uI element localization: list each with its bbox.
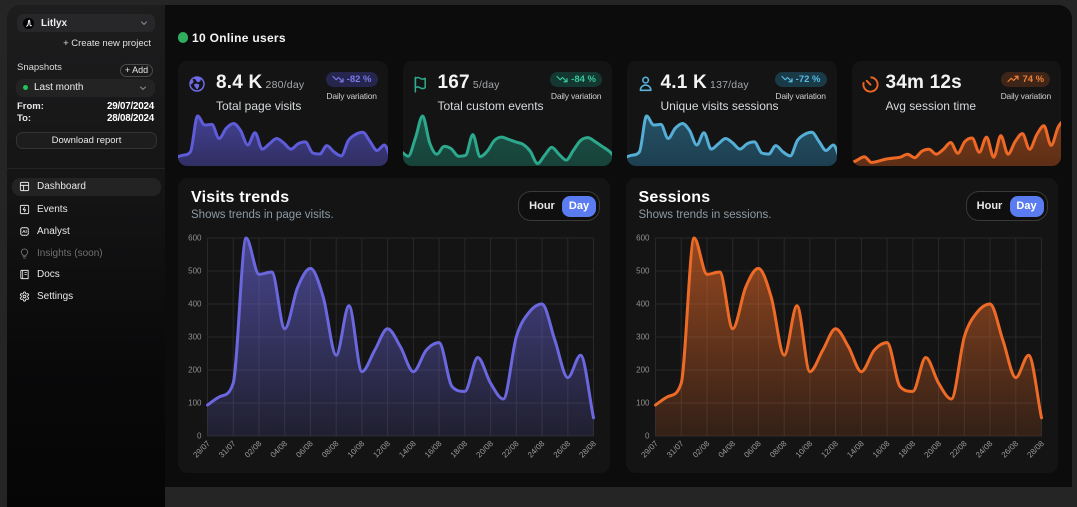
svg-text:100: 100	[188, 399, 202, 408]
svg-text:0: 0	[645, 432, 650, 441]
svg-text:16/08: 16/08	[423, 439, 444, 460]
svg-text:20/08: 20/08	[922, 439, 943, 460]
svg-text:300: 300	[188, 333, 202, 342]
svg-text:14/08: 14/08	[845, 439, 866, 460]
svg-text:06/08: 06/08	[294, 439, 315, 460]
svg-text:22/08: 22/08	[948, 439, 969, 460]
svg-text:100: 100	[636, 399, 650, 408]
svg-text:0: 0	[197, 432, 202, 441]
svg-text:04/08: 04/08	[716, 439, 737, 460]
svg-text:500: 500	[636, 267, 650, 276]
svg-text:24/08: 24/08	[526, 439, 547, 460]
svg-text:10/08: 10/08	[793, 439, 814, 460]
svg-text:600: 600	[636, 234, 650, 243]
svg-text:02/08: 02/08	[243, 439, 264, 460]
svg-text:26/08: 26/08	[999, 439, 1020, 460]
svg-text:200: 200	[188, 366, 202, 375]
svg-text:200: 200	[636, 366, 650, 375]
svg-text:300: 300	[636, 333, 650, 342]
svg-text:12/08: 12/08	[371, 439, 392, 460]
svg-text:02/08: 02/08	[690, 439, 711, 460]
svg-text:29/07: 29/07	[639, 439, 660, 460]
svg-text:AI: AI	[22, 229, 27, 235]
svg-text:18/08: 18/08	[449, 439, 470, 460]
svg-text:20/08: 20/08	[474, 439, 495, 460]
svg-text:29/07: 29/07	[191, 439, 212, 460]
svg-text:08/08: 08/08	[320, 439, 341, 460]
svg-text:04/08: 04/08	[269, 439, 290, 460]
svg-text:31/07: 31/07	[665, 439, 686, 460]
svg-text:22/08: 22/08	[500, 439, 521, 460]
svg-text:08/08: 08/08	[768, 439, 789, 460]
svg-text:06/08: 06/08	[742, 439, 763, 460]
svg-text:400: 400	[636, 300, 650, 309]
svg-text:24/08: 24/08	[973, 439, 994, 460]
svg-text:31/07: 31/07	[217, 439, 238, 460]
svg-text:18/08: 18/08	[896, 439, 917, 460]
svg-text:12/08: 12/08	[819, 439, 840, 460]
svg-text:10/08: 10/08	[346, 439, 367, 460]
svg-text:28/08: 28/08	[577, 439, 598, 460]
svg-text:26/08: 26/08	[552, 439, 573, 460]
svg-text:400: 400	[188, 300, 202, 309]
svg-text:600: 600	[188, 234, 202, 243]
svg-text:500: 500	[188, 267, 202, 276]
svg-text:28/08: 28/08	[1025, 439, 1046, 460]
svg-text:16/08: 16/08	[870, 439, 891, 460]
svg-text:14/08: 14/08	[397, 439, 418, 460]
